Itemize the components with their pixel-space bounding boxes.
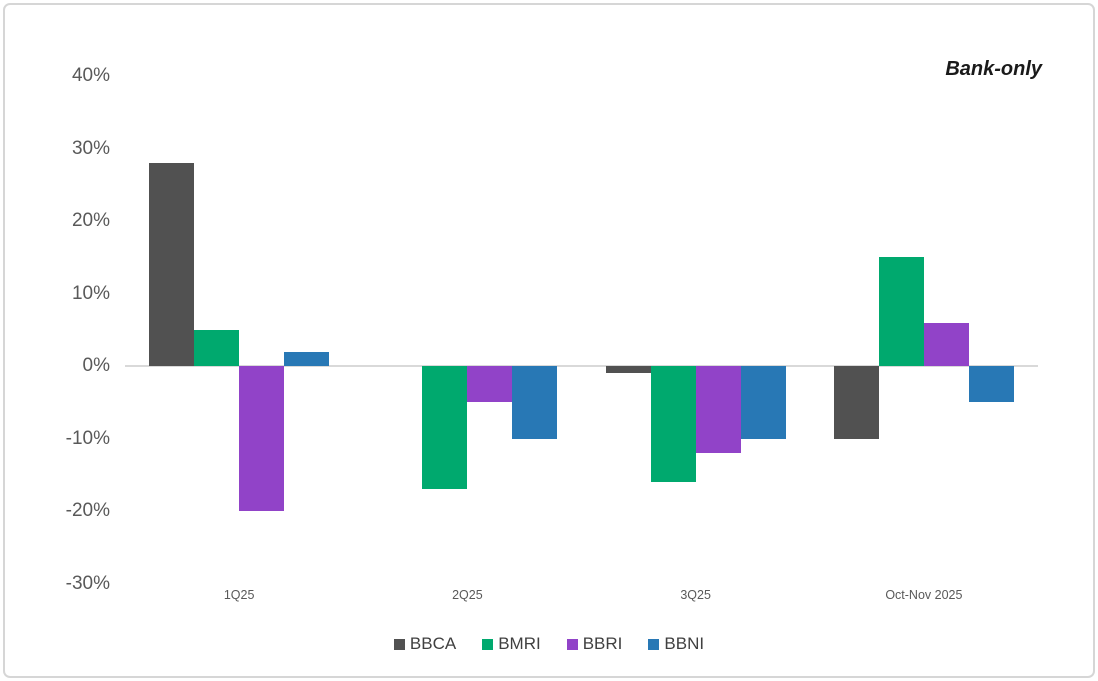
bar-bmri-2q25 <box>422 366 467 490</box>
legend-item-bbca: BBCA <box>393 634 457 654</box>
bar-bbri-oct-nov-2025 <box>924 322 969 366</box>
legend-label: BBNI <box>664 634 705 653</box>
legend-item-bbni: BBNI <box>648 634 704 654</box>
legend-label: BMRI <box>498 634 541 653</box>
legend-item-bmri: BMRI <box>482 634 541 654</box>
chart-annotation: Bank-only <box>945 58 1042 80</box>
bar-bmri-1q25 <box>194 329 239 366</box>
y-tick-label: -10% <box>65 427 110 449</box>
bar-bbri-2q25 <box>467 366 512 403</box>
legend-item-bbri: BBRI <box>566 634 623 654</box>
y-tick-label: 10% <box>71 282 110 304</box>
zero-baseline <box>125 365 1038 367</box>
legend-swatch-icon <box>482 638 494 650</box>
bar-bbca-oct-nov-2025 <box>834 366 879 439</box>
bar-bbca-3q25 <box>606 366 651 374</box>
bar-bbca-1q25 <box>149 163 194 366</box>
legend-swatch-icon <box>566 638 578 650</box>
legend-swatch-icon <box>648 638 660 650</box>
bar-bmri-3q25 <box>651 366 696 482</box>
y-tick-label: 40% <box>71 65 110 86</box>
legend-label: BBCA <box>409 634 457 653</box>
legend: BBCA BMRI BBRI BBNI <box>0 634 1098 654</box>
legend-swatch-icon <box>393 638 405 650</box>
y-tick-label: -20% <box>65 500 110 521</box>
bar-bbni-oct-nov-2025 <box>969 366 1014 403</box>
y-tick-label: 0% <box>82 355 110 376</box>
legend-label: BBRI <box>582 634 623 653</box>
x-tick-label: Oct-Nov 2025 <box>885 588 963 602</box>
y-tick-label: -30% <box>65 572 110 594</box>
x-tick-label: 2Q25 <box>452 588 483 602</box>
bar-bbni-3q25 <box>741 366 786 439</box>
bar-bbni-2q25 <box>512 366 557 439</box>
x-tick-label: 1Q25 <box>223 588 255 602</box>
bar-bbri-1q25 <box>239 366 284 511</box>
bar-bmri-oct-nov-2025 <box>879 257 924 366</box>
bar-bbri-3q25 <box>696 366 741 453</box>
bar-bbni-1q25 <box>284 351 329 366</box>
y-tick-label: 30% <box>71 137 110 159</box>
x-tick-label: 3Q25 <box>680 588 711 602</box>
y-tick-label: 20% <box>71 210 110 231</box>
